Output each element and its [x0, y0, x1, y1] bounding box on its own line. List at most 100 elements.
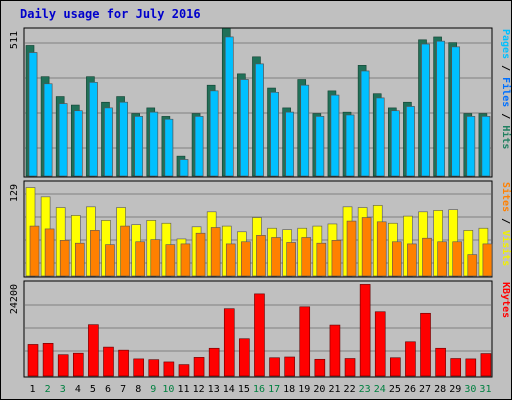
bar-sites-day-4 — [74, 242, 85, 277]
axis-label-part: KBytes — [500, 282, 511, 318]
bar-pages-day-26 — [406, 106, 415, 177]
x-tick-label-day-13: 13 — [208, 384, 220, 395]
bar-kbytes-day-5 — [88, 324, 99, 377]
bar-pages-day-16 — [255, 63, 264, 177]
bar-sites-day-12 — [195, 232, 206, 277]
bar-sites-day-3 — [59, 240, 70, 277]
x-tick-label-day-31: 31 — [479, 384, 491, 395]
bar-pages-day-2 — [43, 83, 53, 177]
bar-sites-day-10 — [165, 244, 176, 277]
axis-label-kbytes: KBytes — [500, 282, 511, 318]
x-tick-label-day-12: 12 — [193, 384, 205, 395]
x-tick-label-day-2: 2 — [45, 384, 51, 395]
bar-kbytes-day-17 — [269, 357, 280, 377]
axis-label-part: Pages — [500, 29, 511, 59]
x-tick-label-day-7: 7 — [120, 384, 126, 395]
x-tick-label-day-25: 25 — [389, 384, 401, 395]
bar-kbytes-day-19 — [299, 306, 311, 377]
x-tick-label-day-27: 27 — [419, 384, 431, 395]
bar-pages-day-8 — [134, 116, 143, 177]
axis-label-visits-sites: Sites / Visits — [500, 182, 512, 266]
bar-pages-day-7 — [119, 101, 128, 177]
bar-kbytes-day-4 — [72, 352, 84, 377]
bar-sites-day-19 — [301, 237, 312, 277]
bar-pages-day-29 — [451, 46, 461, 177]
bar-kbytes-day-13 — [208, 347, 220, 377]
bar-sites-day-2 — [44, 228, 55, 277]
axis-label-part: / — [500, 107, 511, 125]
bar-pages-day-24 — [375, 97, 385, 177]
bar-pages-day-31 — [481, 116, 491, 177]
x-tick-label-day-9: 9 — [150, 384, 156, 395]
x-tick-label-day-3: 3 — [60, 384, 66, 395]
bar-sites-day-16 — [256, 235, 266, 277]
x-tick-label-day-24: 24 — [374, 384, 386, 395]
bar-kbytes-day-20 — [314, 358, 326, 377]
bar-sites-day-21 — [331, 240, 342, 277]
bar-pages-day-12 — [194, 116, 204, 177]
bar-pages-day-13 — [209, 90, 219, 177]
bar-sites-day-17 — [271, 237, 281, 277]
bar-kbytes-day-23 — [359, 284, 371, 377]
bar-sites-day-14 — [225, 243, 236, 277]
bar-sites-day-13 — [210, 227, 221, 277]
bar-kbytes-day-15 — [239, 338, 250, 377]
x-tick-label-day-1: 1 — [30, 384, 36, 395]
axis-label-part: / — [500, 59, 511, 77]
chart-title: Daily usage for July 2016 — [20, 7, 201, 21]
y-max-label-kbytes: 24200 — [9, 284, 20, 314]
bar-kbytes-day-7 — [118, 349, 129, 377]
bar-kbytes-day-12 — [193, 357, 205, 377]
bar-sites-day-6 — [105, 244, 115, 277]
x-tick-label-day-8: 8 — [135, 384, 141, 395]
bar-sites-day-18 — [286, 242, 296, 277]
bar-sites-day-24 — [376, 221, 387, 277]
bar-sites-day-31 — [482, 243, 493, 277]
bar-kbytes-day-3 — [57, 354, 69, 377]
bar-kbytes-day-1 — [27, 344, 39, 377]
bar-kbytes-day-22 — [344, 358, 356, 377]
bar-pages-day-15 — [240, 79, 249, 177]
bar-sites-day-7 — [120, 225, 130, 277]
bar-pages-day-9 — [149, 111, 159, 177]
bar-sites-day-9 — [150, 239, 161, 277]
y-max-label-visits-sites: 129 — [9, 184, 20, 202]
x-tick-label-day-18: 18 — [283, 384, 295, 395]
bar-kbytes-day-29 — [450, 358, 462, 377]
bar-pages-day-3 — [58, 103, 68, 177]
bar-pages-day-21 — [330, 94, 340, 177]
y-max-label-pages-files-hits: 511 — [9, 31, 20, 49]
bar-kbytes-day-8 — [133, 358, 144, 377]
bar-pages-day-10 — [164, 118, 174, 177]
bar-pages-day-27 — [421, 43, 430, 177]
x-tick-label-day-5: 5 — [90, 384, 96, 395]
x-tick-label-day-16: 16 — [253, 384, 265, 395]
bar-sites-day-26 — [407, 243, 417, 277]
bar-kbytes-day-9 — [148, 359, 160, 377]
axis-label-part: / — [500, 212, 511, 230]
bar-sites-day-30 — [467, 254, 478, 277]
bar-sites-day-28 — [437, 241, 447, 277]
bar-sites-day-20 — [316, 242, 327, 277]
axis-label-part: Visits — [500, 230, 512, 266]
bar-pages-day-25 — [391, 110, 400, 177]
bar-kbytes-day-25 — [390, 357, 401, 377]
x-tick-label-day-30: 30 — [464, 384, 476, 395]
bar-kbytes-day-24 — [374, 311, 386, 377]
x-tick-label-day-22: 22 — [344, 384, 356, 395]
bar-kbytes-day-30 — [465, 358, 477, 377]
bar-kbytes-day-31 — [480, 353, 492, 377]
x-tick-label-day-23: 23 — [359, 384, 371, 395]
x-tick-label-day-21: 21 — [328, 384, 340, 395]
bar-sites-day-11 — [180, 243, 191, 277]
bar-pages-day-20 — [315, 116, 325, 177]
bar-pages-day-30 — [466, 116, 476, 177]
bar-sites-day-25 — [392, 241, 402, 277]
bar-sites-day-22 — [346, 220, 357, 277]
x-tick-label-day-4: 4 — [75, 384, 81, 395]
x-tick-label-day-28: 28 — [434, 384, 446, 395]
bar-sites-day-23 — [361, 217, 372, 277]
x-tick-label-day-29: 29 — [449, 384, 461, 395]
axis-label-part: Files — [500, 77, 512, 107]
axis-label-pages-files-hits: Pages / Files / Hits — [500, 29, 512, 149]
